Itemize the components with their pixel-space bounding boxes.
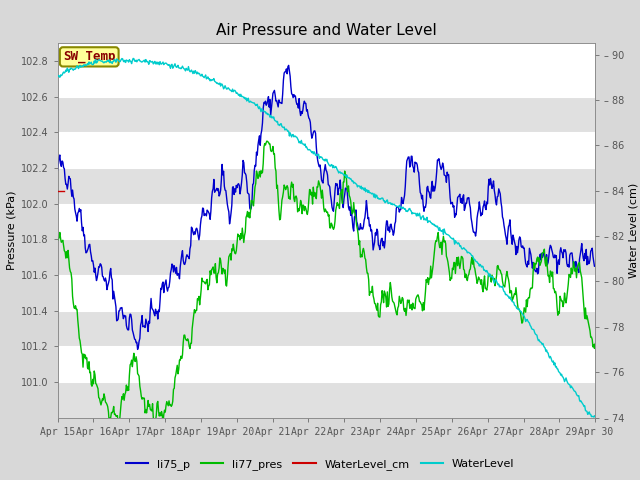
Bar <box>58 346 595 382</box>
Bar <box>58 275 595 311</box>
Bar <box>58 96 595 132</box>
Bar <box>58 240 595 275</box>
Bar <box>58 382 595 418</box>
Bar <box>58 168 595 204</box>
Bar <box>58 43 595 61</box>
Bar <box>58 204 595 240</box>
Bar <box>58 61 595 96</box>
Y-axis label: Pressure (kPa): Pressure (kPa) <box>6 191 17 270</box>
Text: SW_Temp: SW_Temp <box>63 50 115 63</box>
Bar <box>58 311 595 346</box>
Legend: li75_p, li77_pres, WaterLevel_cm, WaterLevel: li75_p, li77_pres, WaterLevel_cm, WaterL… <box>122 455 518 474</box>
Y-axis label: Water Level (cm): Water Level (cm) <box>628 183 639 278</box>
Title: Air Pressure and Water Level: Air Pressure and Water Level <box>216 23 436 38</box>
Bar <box>58 132 595 168</box>
